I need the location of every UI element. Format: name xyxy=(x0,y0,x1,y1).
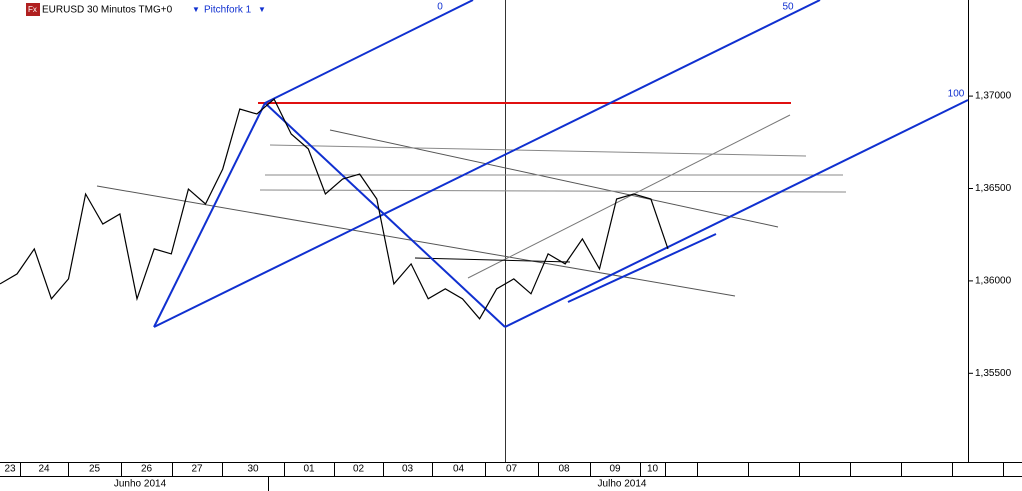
x-tick-label: 23 xyxy=(4,464,16,475)
trend-line xyxy=(467,114,791,279)
channel-line xyxy=(567,233,717,303)
x-tick-label: 27 xyxy=(191,464,203,475)
dropdown-arrow[interactable]: ▼ xyxy=(192,5,200,14)
x-tick-label: 26 xyxy=(141,464,153,475)
x-tick-label: 24 xyxy=(38,464,50,475)
x-tick-label: 03 xyxy=(402,464,414,475)
pitchfork-line xyxy=(153,0,821,328)
pitchfork-line xyxy=(264,0,474,104)
drawings xyxy=(96,0,969,328)
x-tick-label: 04 xyxy=(453,464,465,475)
y-tick-label: 1,36500 xyxy=(975,183,1012,194)
x-tick-label: 02 xyxy=(353,464,365,475)
trend-line xyxy=(96,185,736,297)
y-tick-label: 1,36000 xyxy=(975,276,1012,287)
x-tick-label: 09 xyxy=(609,464,621,475)
x-tick-label: 10 xyxy=(647,464,659,475)
icon-text: Fx xyxy=(28,5,37,14)
chart-title: EURUSD 30 Minutos TMG+0 xyxy=(42,5,173,16)
x-tick-label: 30 xyxy=(247,464,259,475)
pitchfork-line xyxy=(504,99,969,328)
y-tick-label: 1,37000 xyxy=(975,91,1012,102)
trend-line xyxy=(329,129,779,228)
app-icon xyxy=(26,3,40,16)
x-tick-label: 08 xyxy=(558,464,570,475)
annotation: 100 xyxy=(948,89,965,100)
chart-subtitle[interactable]: Pitchfork 1 xyxy=(204,5,252,16)
level-line xyxy=(269,144,807,157)
dropdown-arrow[interactable]: ▼ xyxy=(258,5,266,14)
y-tick-label: 1,35500 xyxy=(975,368,1012,379)
month-label: Junho 2014 xyxy=(114,479,167,490)
level-line xyxy=(414,257,571,263)
x-tick-label: 01 xyxy=(303,464,315,475)
pitchfork-line xyxy=(153,102,266,328)
price-line xyxy=(0,98,669,320)
month-label: Julho 2014 xyxy=(598,479,647,490)
x-tick-label: 25 xyxy=(89,464,101,475)
annotation: 0 xyxy=(437,2,443,13)
pitchfork-line xyxy=(264,102,506,328)
x-tick-label: 07 xyxy=(506,464,518,475)
annotation: 50 xyxy=(782,2,794,13)
